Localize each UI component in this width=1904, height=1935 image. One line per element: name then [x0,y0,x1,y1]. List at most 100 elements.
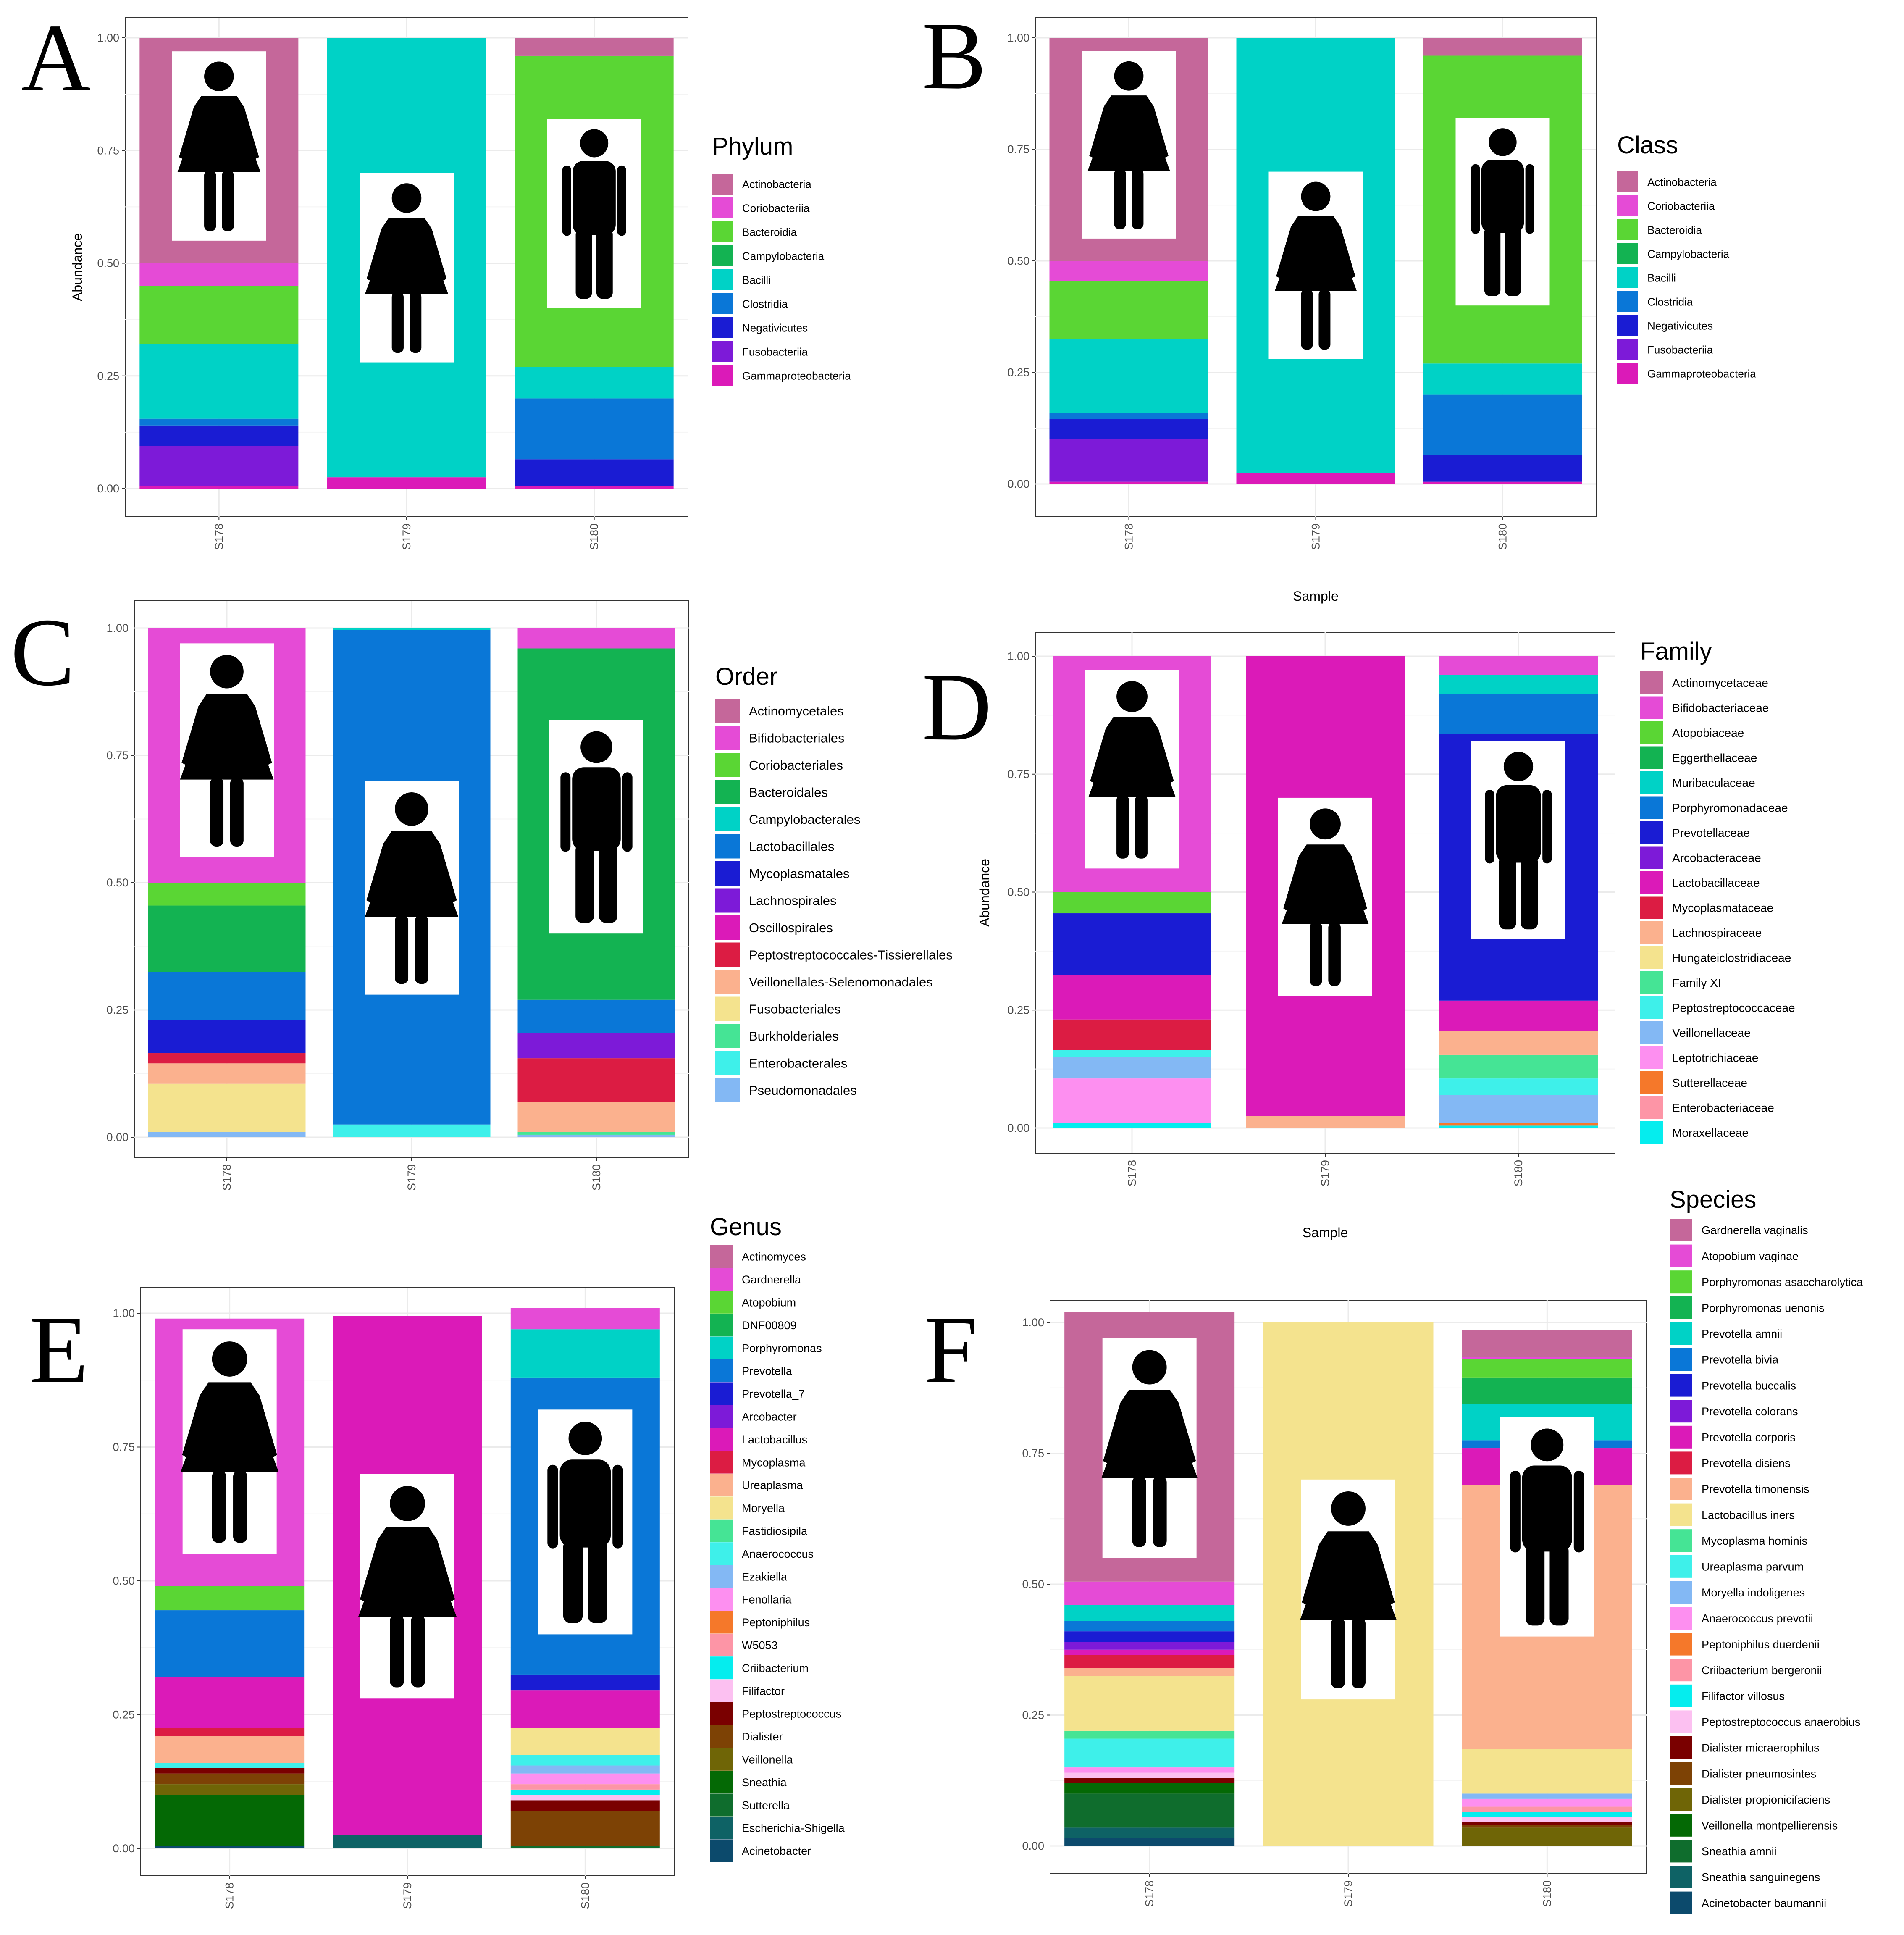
legend: Family Actinomycetaceae Bifidobacteriaceae… [1640,638,1795,1144]
bar-segment [333,628,491,630]
y-tick-label: 1.00 [1007,650,1029,663]
legend-swatch [710,1565,733,1588]
bar-segment [1462,1377,1632,1404]
x-tick-label: S180 [590,1164,603,1191]
legend-swatch [1617,267,1638,288]
legend-swatch [710,1451,733,1474]
legend-label: Peptoniphilus [742,1616,810,1629]
woman-head [1310,808,1341,840]
bar-segment [510,1765,660,1774]
bar-segment [1246,1116,1405,1128]
bar-segment [155,1728,305,1736]
legend-label: Coriobacteriia [742,202,810,214]
bar-segment [139,425,299,446]
panel-letter: C [11,599,75,706]
legend-label: Ureaplasma parvum [1702,1561,1804,1573]
legend-label: Negativicutes [1647,319,1713,332]
legend-label: Sutterellaceae [1672,1076,1747,1089]
man-torso [573,161,616,235]
y-tick-label: 0.00 [1022,1840,1044,1852]
bar-segment [510,1690,660,1728]
legend-swatch [1640,796,1663,819]
legend-label: Oscillospirales [749,920,833,935]
woman-icon [180,643,274,857]
legend-label: Fusobacteriia [1647,343,1713,356]
legend-label: Veillonella montpellierensis [1702,1819,1838,1832]
bar-segment [517,1134,675,1137]
legend-swatch [1670,1400,1692,1423]
woman-leg-left [1331,1617,1345,1688]
legend-label: Criibacterium bergeronii [1702,1664,1822,1677]
x-tick-label: S179 [400,523,413,550]
legend-label: Sneathia sanguinegens [1702,1871,1820,1884]
legend-swatch [1670,1296,1692,1319]
bar-segment [1064,1772,1235,1778]
legend-label: Clostridia [1647,295,1693,308]
woman-leg-right [1135,794,1148,859]
legend-swatch [1670,1374,1692,1397]
woman-leg-right [415,915,428,984]
bar-segment [1439,1095,1598,1123]
legend-swatch [1640,696,1663,719]
woman-leg-left [1310,922,1322,986]
legend-label: Dialister [742,1730,783,1743]
legend-label: Gardnerella vaginalis [1702,1224,1808,1237]
legend-label: Coriobacteriales [749,758,843,773]
bar-segment [1053,1057,1211,1079]
legend-label: Eggerthellaceae [1672,752,1757,765]
legend-swatch [710,1542,733,1565]
legend-swatch [715,780,740,804]
woman-leg-left [204,170,216,231]
legend-swatch [712,317,733,338]
man-head [568,1422,602,1455]
legend-label: Porphyromonas uenonis [1702,1302,1825,1315]
legend-label: Actinomyces [742,1251,806,1263]
legend-label: Actinomycetales [749,704,844,718]
y-tick-label: 0.00 [113,1842,135,1855]
woman-leg-right [222,170,234,231]
legend-label: Veillonellales-Selenomonadales [749,975,933,989]
legend-swatch [1670,1736,1692,1759]
legend-label: Pseudomonadales [749,1083,857,1098]
woman-icon [1300,1479,1397,1700]
legend-swatch [1617,243,1638,264]
bar-segment [510,1329,660,1378]
bar-segment [139,418,299,426]
bar-segment [1064,1783,1235,1794]
legend-swatch [1640,971,1663,994]
woman-leg-right [411,1614,425,1688]
bar-segment [510,1728,660,1755]
y-tick-label: 0.75 [1007,768,1029,781]
legend-swatch [710,1611,733,1634]
bar-segment [1064,1605,1235,1621]
x-tick-label: S180 [579,1882,591,1909]
legend-swatch [1670,1581,1692,1604]
bar-segment [155,1736,305,1763]
legend-swatch [710,1496,733,1520]
woman-leg-left [390,1614,404,1688]
legend-label: Actinobacteria [742,178,811,190]
man-leg-left [1526,1543,1545,1626]
man-leg-left [575,843,594,923]
bar-segment [155,1768,305,1774]
legend-label: Atopobium vaginae [1702,1250,1799,1262]
legend-swatch [712,174,733,195]
woman-leg-right [410,292,422,353]
bar-segment [1423,455,1582,482]
legend-label: Mycoplasmatales [749,866,849,881]
legend-swatch [710,1359,733,1382]
x-tick-label: S178 [1126,1160,1138,1186]
x-tick-label: S178 [1143,1880,1156,1907]
bar-segment [333,1835,482,1848]
legend-swatch [1640,671,1663,694]
legend-swatch [710,1405,733,1428]
bar-segment [1064,1793,1235,1828]
legend-label: Peptostreptococcus [742,1708,841,1720]
woman-head [210,655,244,689]
bar-segment [1064,1778,1235,1783]
man-torso [1496,785,1541,863]
woman-dress [1274,216,1357,291]
legend-swatch [710,1793,733,1817]
legend-swatch [1640,846,1663,869]
legend-label: Prevotella amnii [1702,1328,1782,1340]
